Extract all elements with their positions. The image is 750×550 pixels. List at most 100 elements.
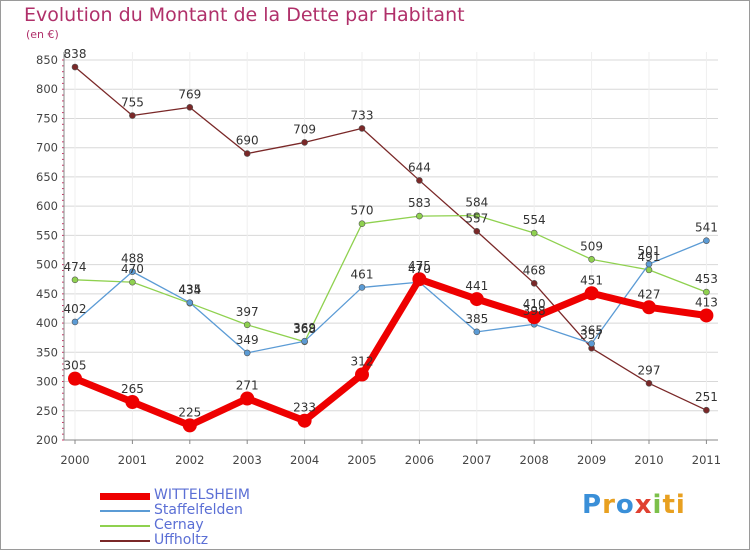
legend-item: Staffelfelden <box>100 503 340 518</box>
legend-label: Staffelfelden <box>154 502 243 518</box>
data-point <box>645 260 653 268</box>
chart-legend: WITTELSHEIM Staffelfelden Cernay Uffholtz <box>100 488 340 548</box>
legend-label: Uffholtz <box>154 532 209 548</box>
data-label: 570 <box>351 204 374 218</box>
x-tick-label: 2003 <box>233 453 262 467</box>
data-label: 644 <box>408 160 431 174</box>
data-label: 349 <box>236 333 259 347</box>
series-line-staffelfelden <box>74 239 708 354</box>
data-point <box>588 256 595 263</box>
data-label: 461 <box>351 267 374 281</box>
data-label: 709 <box>293 122 316 136</box>
data-label: 733 <box>351 108 374 122</box>
data-label: 369 <box>293 321 316 335</box>
x-tick-label: 2004 <box>290 453 319 467</box>
data-point <box>243 349 251 357</box>
data-label: 435 <box>178 283 201 297</box>
data-point <box>473 227 481 235</box>
data-point <box>358 220 366 227</box>
data-label: 470 <box>408 262 431 276</box>
data-label: 368 <box>293 322 316 336</box>
data-point <box>71 276 79 284</box>
data-label: 584 <box>465 196 488 210</box>
data-point <box>186 299 194 306</box>
data-point <box>358 284 366 291</box>
data-point <box>527 310 542 325</box>
data-label: 690 <box>236 134 259 148</box>
legend-item: Cernay <box>100 518 340 533</box>
data-label: 453 <box>695 272 718 286</box>
y-tick-label: 200 <box>36 433 58 447</box>
data-label: 509 <box>580 239 603 253</box>
data-point <box>243 150 251 157</box>
data-label: 365 <box>580 324 603 338</box>
series-line-cernay <box>74 214 708 343</box>
data-point <box>71 63 79 71</box>
data-label: 434 <box>178 283 201 297</box>
y-tick-label: 550 <box>36 228 58 242</box>
data-point <box>412 272 427 287</box>
data-label: 441 <box>465 279 488 293</box>
data-label: 501 <box>638 244 661 258</box>
data-point <box>469 292 484 307</box>
data-label: 475 <box>408 259 431 273</box>
data-point <box>240 391 255 406</box>
data-label: 541 <box>695 221 718 235</box>
data-point <box>125 395 140 409</box>
data-label: 271 <box>236 378 259 392</box>
data-point <box>645 379 653 387</box>
data-point <box>416 212 423 220</box>
data-label: 583 <box>408 196 431 210</box>
data-point <box>703 237 710 244</box>
data-point <box>584 286 599 301</box>
data-label: 755 <box>121 96 144 110</box>
y-tick-label: 850 <box>36 53 58 67</box>
data-point <box>530 229 538 237</box>
data-point <box>129 278 136 286</box>
data-point <box>416 177 423 184</box>
chart-subtitle: (en €) <box>26 28 59 41</box>
y-tick-label: 750 <box>36 111 58 125</box>
data-label: 491 <box>638 250 661 264</box>
data-point <box>68 371 82 386</box>
data-label: 554 <box>523 213 546 227</box>
legend-swatch <box>100 525 150 527</box>
data-point <box>301 139 308 146</box>
data-point <box>473 212 481 219</box>
series-line-wittelsheim <box>71 275 710 429</box>
legend-label: Cernay <box>154 517 204 533</box>
legend-swatch <box>100 540 150 542</box>
data-label: 410 <box>523 297 546 311</box>
data-label: 474 <box>64 260 87 274</box>
proxiti-logo: Proxiti <box>582 490 686 520</box>
data-label: 297 <box>638 363 661 377</box>
data-label: 557 <box>465 211 488 225</box>
x-tick-label: 2008 <box>520 453 549 467</box>
data-label: 233 <box>293 401 316 415</box>
data-point <box>243 321 251 329</box>
data-label: 265 <box>121 382 144 396</box>
data-label: 305 <box>64 359 87 373</box>
y-tick-label: 500 <box>36 258 58 272</box>
data-point <box>182 418 197 433</box>
data-point <box>129 112 136 119</box>
data-label: 312 <box>351 355 374 369</box>
data-point <box>642 300 656 315</box>
x-tick-label: 2006 <box>405 453 434 467</box>
legend-swatch <box>100 510 150 512</box>
data-point <box>588 340 595 347</box>
legend-label: WITTELSHEIM <box>154 487 250 503</box>
data-label: 838 <box>64 47 87 61</box>
x-tick-label: 2005 <box>347 453 376 467</box>
data-label: 225 <box>178 405 201 419</box>
data-point <box>703 288 710 296</box>
chart-title: Evolution du Montant de la Dette par Hab… <box>24 4 465 26</box>
series-line-uffholtz <box>74 66 708 411</box>
data-point <box>699 308 714 323</box>
x-tick-label: 2001 <box>118 453 147 467</box>
x-tick-label: 2010 <box>634 453 663 467</box>
data-label: 769 <box>178 87 201 101</box>
y-tick-label: 650 <box>36 170 58 184</box>
data-label: 451 <box>580 273 603 287</box>
